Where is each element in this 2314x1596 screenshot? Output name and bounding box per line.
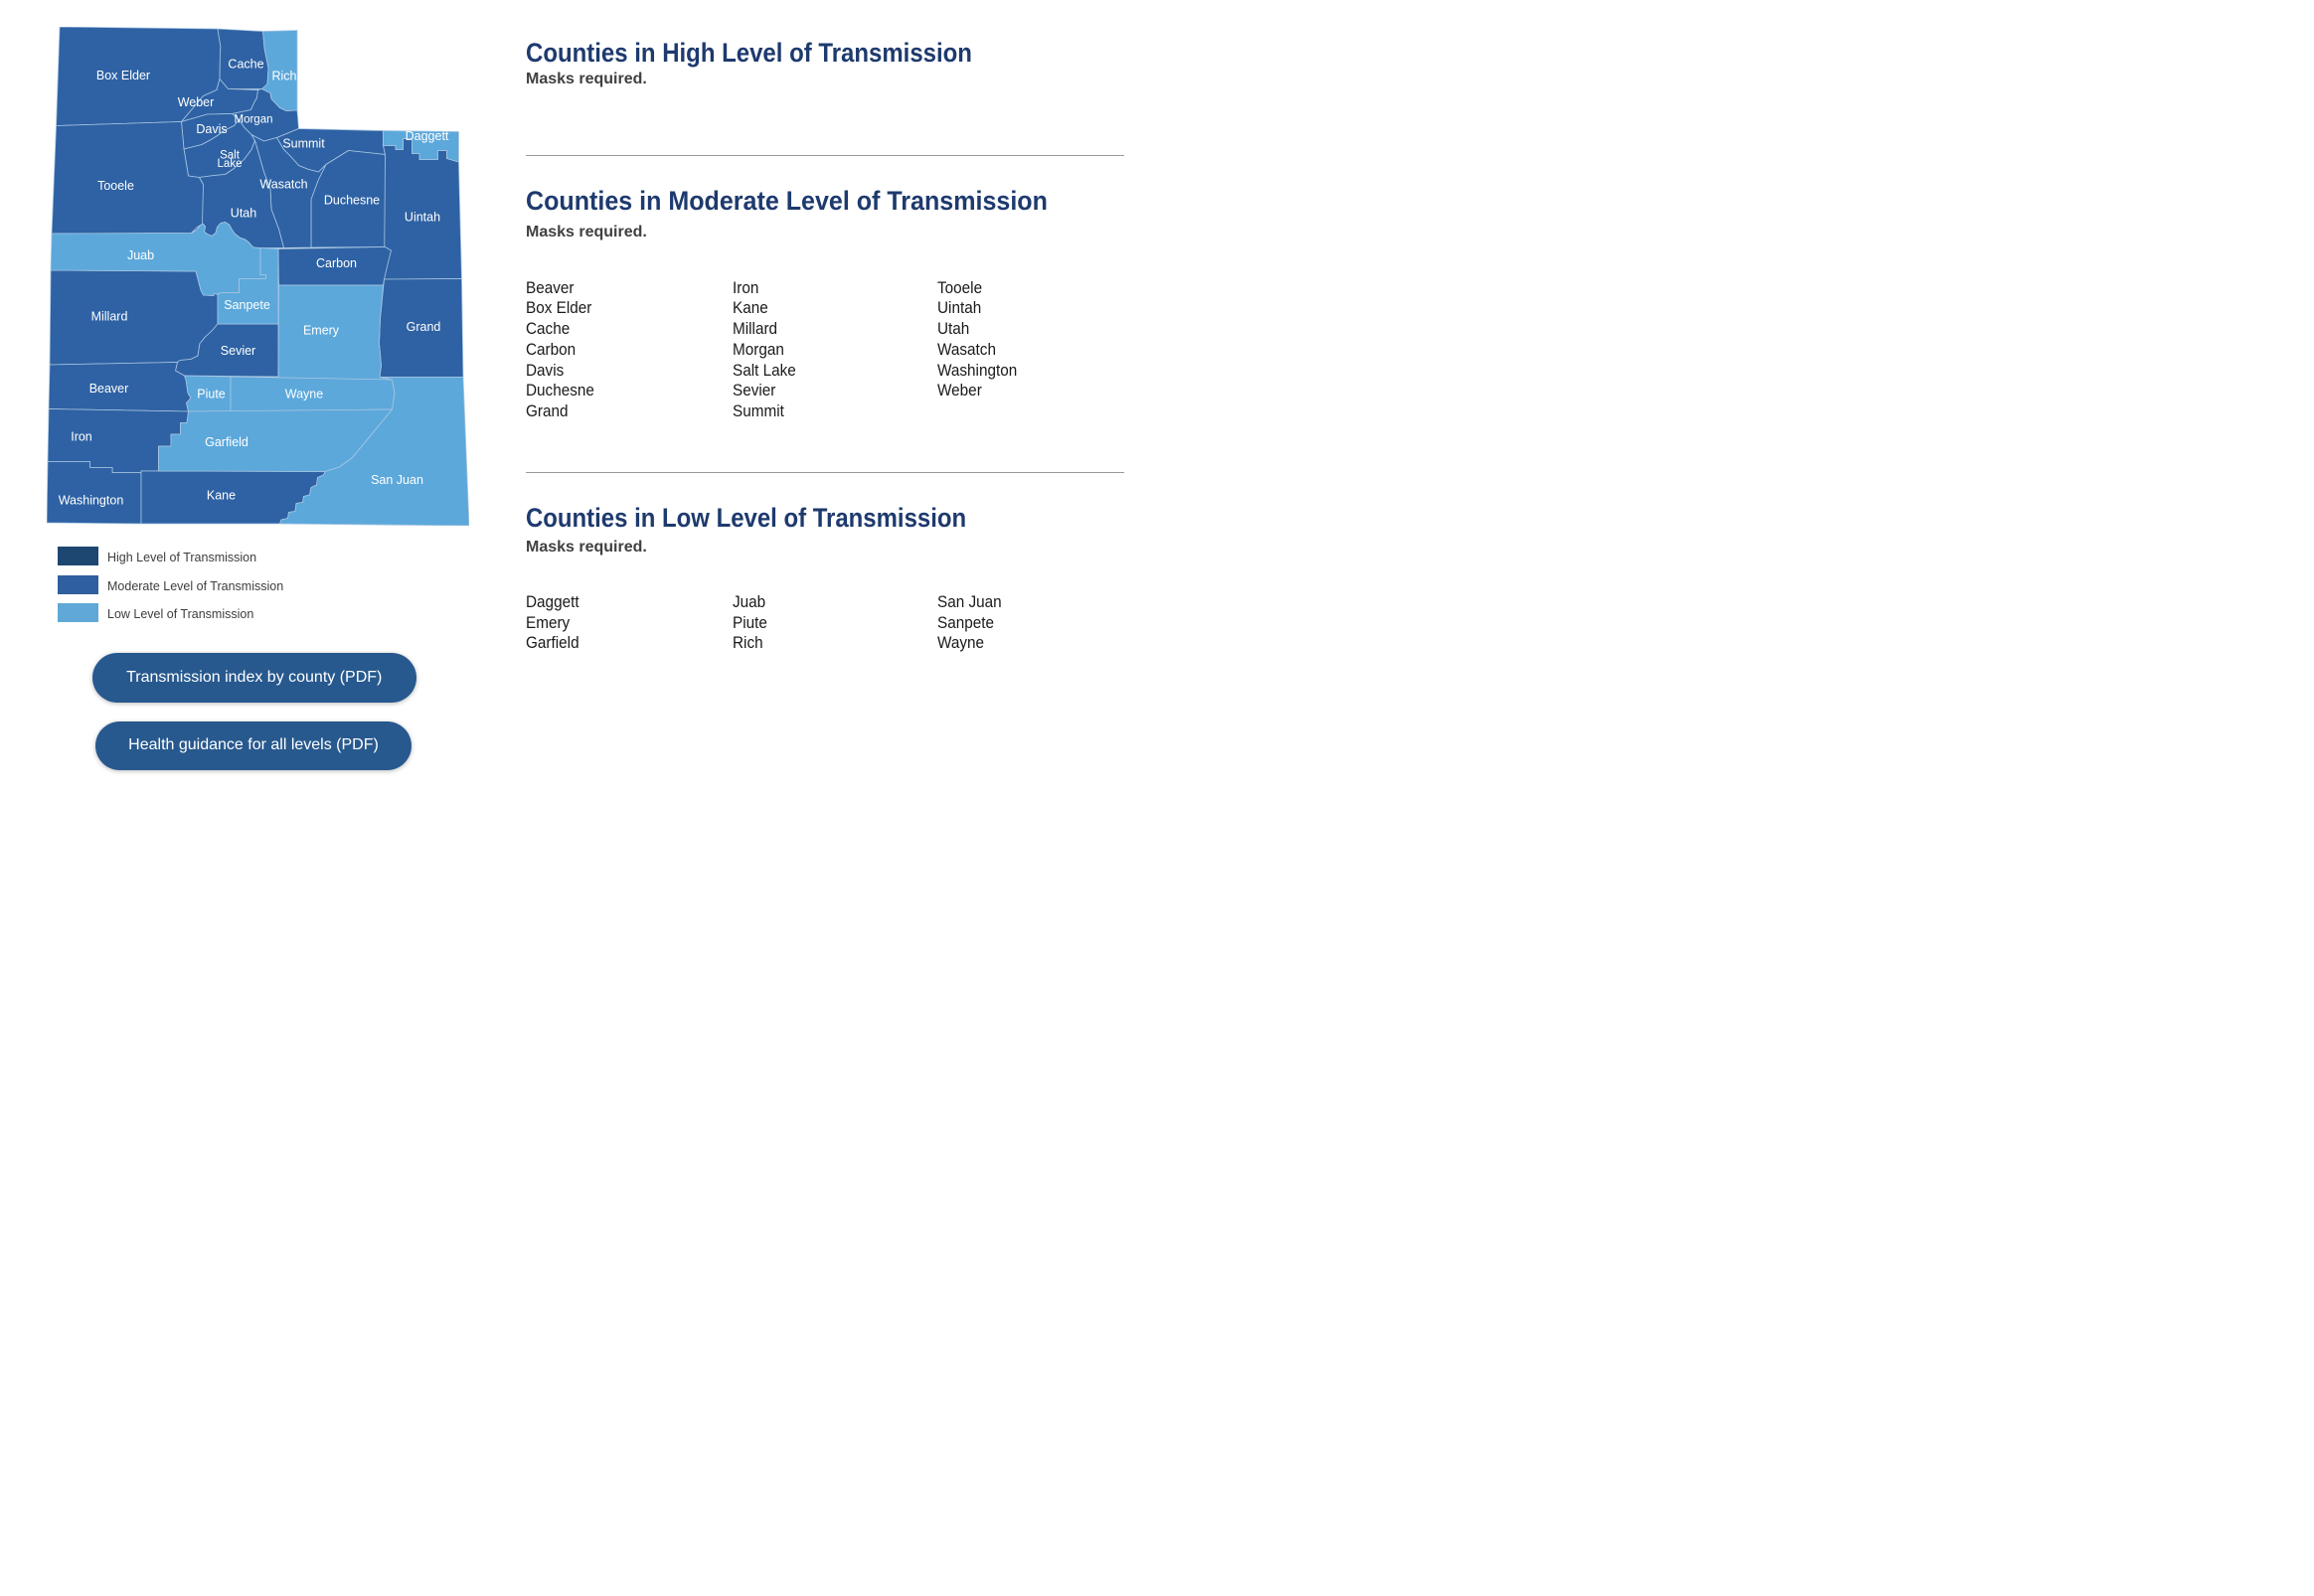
svg-text:Rich: Rich <box>271 69 296 82</box>
svg-text:Weber: Weber <box>177 95 214 109</box>
svg-text:Uintah: Uintah <box>404 210 439 224</box>
svg-text:Cache: Cache <box>228 57 263 71</box>
svg-text:Salt: Salt <box>220 149 241 161</box>
svg-text:Duchesne: Duchesne <box>323 193 379 207</box>
svg-text:Wasatch: Wasatch <box>259 177 307 191</box>
svg-text:Davis: Davis <box>196 122 227 136</box>
svg-text:San Juan: San Juan <box>371 473 423 487</box>
svg-text:Lake: Lake <box>217 158 242 170</box>
svg-text:Carbon: Carbon <box>316 256 357 270</box>
svg-text:Summit: Summit <box>282 136 325 150</box>
svg-text:Kane: Kane <box>206 488 235 502</box>
svg-text:Sanpete: Sanpete <box>224 298 270 312</box>
svg-text:Emery: Emery <box>302 323 339 337</box>
svg-text:Sevier: Sevier <box>220 344 254 358</box>
svg-text:Piute: Piute <box>197 387 226 400</box>
svg-text:Washington: Washington <box>58 493 123 507</box>
svg-text:Juab: Juab <box>126 248 153 262</box>
svg-text:Millard: Millard <box>90 309 127 323</box>
svg-text:Utah: Utah <box>230 206 255 220</box>
svg-text:Wayne: Wayne <box>284 387 322 400</box>
svg-text:Iron: Iron <box>71 429 92 443</box>
svg-text:Daggett: Daggett <box>405 129 448 143</box>
svg-text:Box Elder: Box Elder <box>95 69 149 82</box>
svg-text:Tooele: Tooele <box>97 179 134 193</box>
svg-text:Garfield: Garfield <box>205 435 248 449</box>
svg-text:Beaver: Beaver <box>88 382 128 396</box>
svg-text:Morgan: Morgan <box>234 113 272 125</box>
svg-text:Grand: Grand <box>406 320 440 334</box>
